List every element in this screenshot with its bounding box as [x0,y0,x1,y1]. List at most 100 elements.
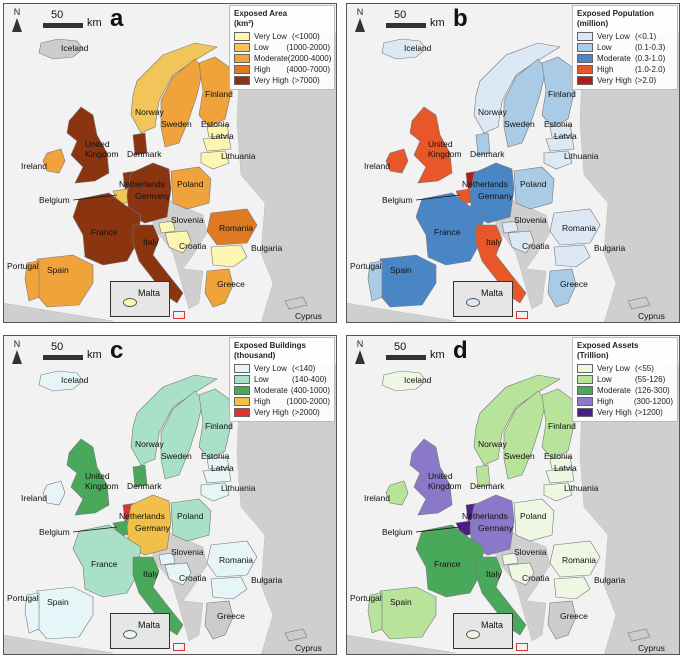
country-greece [204,268,234,308]
legend-swatch [577,397,593,406]
country-ireland [385,148,409,174]
legend: Exposed Assets (Trillion) Very Low (<55) Lo… [572,337,678,422]
label-cyprus: Cyprus [295,643,322,653]
country-estonia [206,456,230,470]
north-arrow-icon: N [354,7,366,32]
country-norway [130,374,218,466]
legend-title: Exposed Buildings (thousand) [234,341,307,360]
label-latvia: Latvia [554,463,577,473]
label-italy: Italy [143,237,159,247]
label-malta: Malta [138,288,161,298]
panel-letter: b [453,5,468,32]
legend-item: Very High (>1200) [577,407,673,418]
country-portugal [367,592,383,634]
label-romania: Romania [562,555,596,565]
country-portugal [24,592,40,634]
country-romania [206,208,258,246]
label-norway: Norway [478,439,508,449]
label-greece: Greece [217,279,245,289]
legend-title: Exposed Area (km²) [234,9,288,28]
country-bulgaria [553,244,591,268]
legend-label: Very High [597,76,632,85]
label-slovenia: Slovenia [514,547,547,557]
label-croatia: Croatia [179,573,207,583]
country-latvia [545,468,575,484]
legend-item: High (4000-7000) [234,64,330,75]
label-ireland: Ireland [364,161,390,171]
legend-label: Moderate [254,54,288,63]
legend-swatch [234,32,250,41]
legend-label: Moderate [597,386,631,395]
north-label: N [13,7,21,17]
country-ireland [385,480,409,506]
label-germany: Germany [135,523,171,533]
legend-item: High (300-1200) [577,396,673,407]
belgium-leader-line [415,194,461,201]
legend-range: (300-1200) [633,397,673,406]
legend: Exposed Buildings (thousand) Very Low (<14… [229,337,335,422]
label-estonia: Estonia [544,119,573,129]
label-bulgaria: Bulgaria [594,575,625,585]
country-slovenia [501,220,519,234]
label-croatia: Croatia [522,241,550,251]
label-portugal: Portugal [7,593,39,603]
scale-value: 50 [394,341,407,353]
map-canvas: Iceland Ireland United Kingdom Norway Sweden F… [346,335,680,655]
country-finland [198,388,232,460]
north-arrow-icon: N [354,339,366,364]
country-denmark [132,132,148,156]
label-latvia: Latvia [211,131,234,141]
legend-label: Low [254,43,269,52]
scale-bar [43,355,83,360]
country-sweden [160,58,204,148]
legend-label: High [254,65,271,74]
country-latvia [202,136,232,152]
legend-label: Very Low [254,364,287,373]
label-sweden: Sweden [161,119,192,129]
label-netherlands: Netherlands [119,511,165,521]
country-germany [126,162,172,224]
country-croatia [164,562,192,586]
label-estonia: Estonia [201,451,230,461]
country-greece [547,268,577,308]
legend-item: Moderate (126-300) [577,385,673,396]
label-uk: United Kingdom [428,139,462,159]
country-estonia [206,124,230,138]
label-latvia: Latvia [554,131,577,141]
label-ireland: Ireland [21,493,47,503]
label-ireland: Ireland [21,161,47,171]
label-belgium: Belgium [39,527,70,537]
label-iceland: Iceland [61,43,89,53]
country-romania [549,540,601,578]
label-portugal: Portugal [350,593,382,603]
label-norway: Norway [135,439,165,449]
label-sweden: Sweden [504,451,535,461]
label-spain: Spain [390,265,412,275]
malta-inset: Malta [110,613,170,649]
label-spain: Spain [47,597,69,607]
legend-range: (2000-4000) [287,54,332,63]
country-iceland [381,38,427,60]
legend-title: Exposed Population (million) [577,9,654,28]
label-iceland: Iceland [61,375,89,385]
country-finland [541,388,575,460]
label-denmark: Denmark [127,481,162,491]
legend-label: Moderate [254,386,288,395]
label-norway: Norway [478,107,508,117]
label-spain: Spain [390,597,412,607]
country-poland [170,498,212,542]
legend-label: High [254,397,271,406]
label-italy: Italy [486,237,502,247]
legend-range: (<140) [292,364,316,373]
malta-locator-box [516,311,528,319]
legend-range: (55-126) [635,375,666,384]
scale-bar [386,23,426,28]
label-belgium: Belgium [39,195,70,205]
country-romania [549,208,601,246]
country-slovenia [158,552,176,566]
legend-swatch [577,65,593,74]
legend-range: (>7000) [292,76,320,85]
country-lithuania [200,150,230,170]
legend-item: High (1.0-2.0) [577,64,673,75]
label-greece: Greece [217,611,245,621]
